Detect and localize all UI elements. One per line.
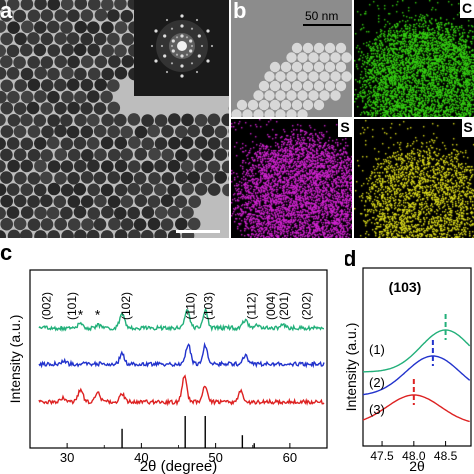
peak-index-label: (112) (244, 292, 258, 319)
x-tick-label: 50 (208, 450, 222, 465)
peak-shift-chart: d 47.5 48.0 48.5 2θ Intensity (a.u.) (103) (1)… (345, 240, 474, 474)
peak-index-label: (103) (201, 292, 215, 320)
elemental-map-yellow: S (354, 119, 474, 238)
xrd-series-line (38, 307, 325, 333)
xrd-series-line (38, 341, 325, 369)
x-tick-label: 48.5 (434, 449, 458, 463)
panel-letter-a: a (0, 0, 13, 23)
scale-bar (303, 24, 351, 26)
x-tick-label: 60 (283, 450, 297, 465)
x-axis-label: 2θ (409, 458, 425, 474)
scale-bar-label: 50 nm (305, 9, 339, 23)
series-label: (1) (369, 342, 385, 357)
peak-index-label: (102) (119, 292, 133, 320)
peak-axes-frame (362, 267, 472, 447)
stem-image (231, 0, 352, 117)
peak-index-label: (110) (184, 292, 198, 319)
panel-letter-b: b (233, 0, 247, 23)
xrd-chart: c 30 40 50 60 2θ (degree) Intensity (a.u.) (00… (0, 240, 345, 474)
peak-index-label: (004) (264, 292, 278, 320)
peak-index-label: * (95, 307, 101, 323)
xrd-series-line (38, 374, 325, 407)
elemental-map-magenta-dots (231, 119, 352, 238)
x-tick-label: 48.0 (402, 449, 426, 463)
peak-shift-plot-area: 47.5 48.0 48.5 2θ Intensity (a.u.) (103) (1) (2… (345, 267, 472, 474)
series-label: (2) (369, 375, 385, 390)
panel-letter-d: d (345, 246, 356, 271)
x-tick-label: 30 (60, 450, 74, 465)
peak-series-line (362, 394, 470, 423)
tem-image-panel: a (0, 0, 229, 238)
y-axis-label: Intensity (a.u.) (7, 315, 23, 404)
fft-pattern (150, 14, 214, 78)
peak-index-label: (002) (40, 292, 54, 320)
map-letter-green: C (460, 0, 474, 18)
map-letter-magenta: S (338, 119, 352, 137)
peak-title: (103) (389, 279, 422, 295)
peak-index-label: * (78, 307, 84, 323)
elemental-map-green-dots (354, 0, 474, 117)
x-axis-label: 2θ (degree) (140, 458, 218, 474)
elemental-map-yellow-dots (354, 119, 474, 238)
panel-letter-c: c (0, 240, 12, 265)
xrd-plot-area: 30 40 50 60 2θ (degree) Intensity (a.u.) (002)… (7, 269, 328, 474)
map-letter-yellow: S (462, 119, 474, 137)
stem-nanoparticles (231, 42, 352, 117)
x-tick-label: 47.5 (370, 449, 394, 463)
peak-series-line (362, 355, 471, 396)
peak-series-line (363, 329, 471, 373)
elemental-map-magenta: S (231, 119, 352, 238)
x-tick-label: 40 (134, 450, 148, 465)
peak-index-label: (202) (299, 292, 313, 320)
y-axis-label: Intensity (a.u.) (345, 323, 359, 412)
series-label: (3) (369, 402, 385, 417)
peak-index-label: (201) (277, 292, 291, 320)
tem-image (0, 0, 229, 238)
stem-image-panel: b 50 nm (231, 0, 352, 117)
tem-scale-bar (176, 230, 220, 233)
peak-index-label: (101) (65, 292, 79, 320)
elemental-map-green: C (354, 0, 474, 117)
